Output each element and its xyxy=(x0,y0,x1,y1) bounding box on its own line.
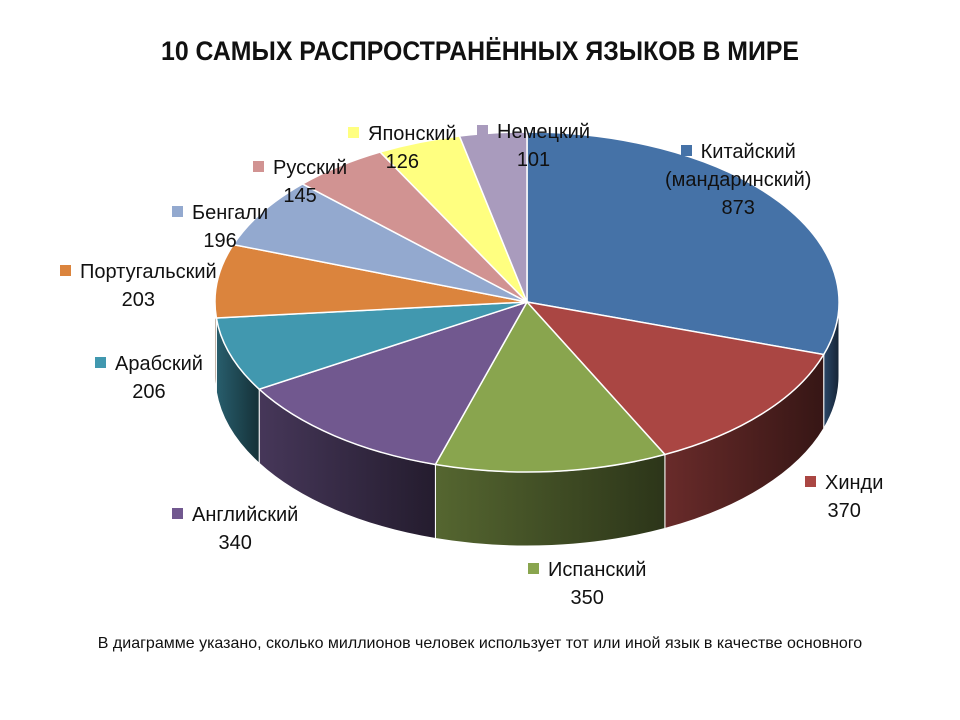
pie-slice xyxy=(434,300,667,473)
slice-value: 873 xyxy=(721,197,755,219)
label-chinese: Китайский (мандаринский) 873 xyxy=(665,138,811,222)
slice-name: Китайский xyxy=(700,141,796,163)
slice-name-extra: (мандаринский) xyxy=(665,169,812,191)
label-japanese: Японский 126 xyxy=(348,120,457,176)
pie-slice xyxy=(526,131,840,356)
label-russian: Русский 145 xyxy=(253,154,347,210)
slice-value: 126 xyxy=(385,151,419,173)
pie-slice xyxy=(257,300,529,466)
slice-value: 370 xyxy=(827,500,861,522)
slice-name: Японский xyxy=(368,123,457,145)
legend-swatch xyxy=(60,265,71,276)
label-german: Немецкий 101 xyxy=(477,118,590,174)
slice-name: Португальский xyxy=(80,261,217,283)
chart-title: 10 САМЫХ РАСПРОСТРАНЁННЫХ ЯЗЫКОВ В МИРЕ xyxy=(161,36,799,66)
legend-swatch xyxy=(172,206,183,217)
legend-swatch xyxy=(348,127,359,138)
slice-name: Испанский xyxy=(548,559,647,581)
slice-name: Русский xyxy=(273,157,348,179)
label-hindi: Хинди 370 xyxy=(805,469,883,525)
slice-name: Бенгали xyxy=(192,202,269,224)
slice-name: Английский xyxy=(192,504,299,526)
pie-slice xyxy=(458,131,528,303)
slice-value: 145 xyxy=(283,185,317,207)
slice-name: Арабский xyxy=(115,353,203,375)
label-portuguese: Португальский 203 xyxy=(60,258,217,314)
pie-slice xyxy=(524,300,825,456)
label-arabic: Арабский 206 xyxy=(95,350,203,406)
legend-swatch xyxy=(172,508,183,519)
slice-value: 350 xyxy=(570,587,604,609)
pie-slice xyxy=(215,301,528,391)
legend-swatch xyxy=(477,125,488,136)
label-bengali: Бенгали 196 xyxy=(172,199,268,255)
pie-slice xyxy=(214,243,528,319)
legend-swatch xyxy=(253,161,264,172)
pie-slice xyxy=(232,183,528,303)
label-english: Английский 340 xyxy=(172,501,298,557)
legend-swatch xyxy=(680,145,692,156)
legend-swatch xyxy=(95,357,106,368)
legend-swatch xyxy=(805,476,816,487)
slice-name: Хинди xyxy=(825,472,884,494)
slice-name: Немецкий xyxy=(497,121,590,143)
slice-value: 101 xyxy=(516,149,551,171)
slice-value: 196 xyxy=(203,230,237,252)
slice-value: 203 xyxy=(121,289,156,311)
legend-swatch xyxy=(528,563,539,574)
slice-value: 206 xyxy=(132,381,166,403)
label-spanish: Испанский 350 xyxy=(528,556,646,612)
slice-value: 340 xyxy=(218,532,252,554)
chart-footnote: В диаграмме указано, сколько миллионов ч… xyxy=(97,635,863,652)
